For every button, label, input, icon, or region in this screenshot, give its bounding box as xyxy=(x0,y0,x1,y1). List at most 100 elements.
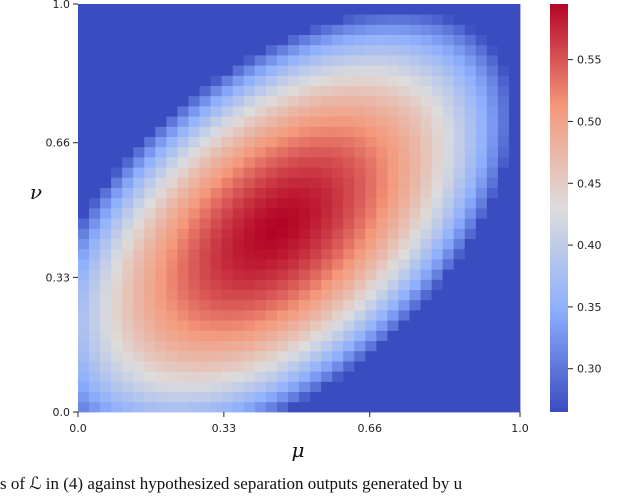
heatmap-cell xyxy=(221,55,234,66)
heatmap-cell xyxy=(111,126,123,137)
heatmap-cell xyxy=(133,24,145,35)
heatmap-cell xyxy=(133,228,145,239)
heatmap-cell xyxy=(210,299,223,311)
heatmap-cell xyxy=(453,106,466,117)
heatmap-cell xyxy=(199,259,211,270)
heatmap-cell xyxy=(299,401,311,413)
heatmap-cell xyxy=(221,310,234,321)
heatmap-cell xyxy=(78,85,90,97)
heatmap-cell xyxy=(276,279,289,290)
heatmap-cell xyxy=(210,14,223,25)
heatmap-cell xyxy=(100,299,112,311)
heatmap-cell xyxy=(144,187,156,199)
heatmap-cell xyxy=(365,208,377,219)
heatmap-cell xyxy=(210,259,223,270)
heatmap-cell xyxy=(464,289,477,301)
heatmap-cell xyxy=(144,106,156,117)
heatmap-cell xyxy=(210,177,223,188)
heatmap-cell xyxy=(464,269,477,280)
heatmap-cell xyxy=(420,44,432,56)
heatmap-cell xyxy=(332,44,344,56)
heatmap-cell xyxy=(188,269,200,280)
heatmap-cell xyxy=(287,269,300,280)
heatmap-cell xyxy=(376,177,388,188)
heatmap-cell xyxy=(221,330,234,341)
heatmap-cell xyxy=(508,279,521,290)
heatmap-cell xyxy=(265,218,278,229)
heatmap-cell xyxy=(111,197,123,209)
heatmap-cell xyxy=(464,330,477,341)
heatmap-cell xyxy=(332,228,344,239)
heatmap-cell xyxy=(420,146,432,158)
heatmap-cell xyxy=(254,85,267,97)
heatmap-cell xyxy=(365,44,377,56)
heatmap-cell xyxy=(442,106,455,117)
heatmap-cell xyxy=(299,187,311,199)
heatmap-cell xyxy=(100,116,112,127)
heatmap-cell xyxy=(276,371,289,382)
heatmap-cell xyxy=(166,136,178,148)
heatmap-cell xyxy=(299,14,311,25)
heatmap-cell xyxy=(254,391,267,403)
heatmap-cell xyxy=(122,350,134,362)
heatmap-cell xyxy=(133,167,145,178)
heatmap-cell xyxy=(100,330,112,341)
heatmap-cell xyxy=(398,279,410,290)
heatmap-cell xyxy=(100,228,112,239)
heatmap-cell xyxy=(332,177,344,188)
heatmap-cell xyxy=(365,361,377,372)
heatmap-cell xyxy=(243,126,256,137)
heatmap-cell xyxy=(310,310,322,321)
heatmap-cell xyxy=(221,401,234,413)
heatmap-cell xyxy=(365,116,377,127)
heatmap-cell xyxy=(133,116,145,127)
heatmap-cell xyxy=(276,4,289,15)
heatmap-cell xyxy=(199,14,211,25)
heatmap-cell xyxy=(453,187,466,199)
heatmap-cell xyxy=(310,95,322,107)
heatmap-cell xyxy=(199,391,211,403)
heatmap-cell xyxy=(177,269,189,280)
heatmap-cell xyxy=(232,299,245,311)
heatmap-cell xyxy=(343,269,355,280)
heatmap-cell xyxy=(89,136,101,148)
heatmap-cell xyxy=(265,95,278,107)
heatmap-cell xyxy=(89,279,101,290)
heatmap-cell xyxy=(321,85,333,97)
heatmap-cell xyxy=(177,391,189,403)
heatmap-cell xyxy=(299,44,311,56)
heatmap-cell xyxy=(188,371,200,382)
heatmap-cell xyxy=(89,350,101,362)
heatmap-cell xyxy=(354,381,366,392)
heatmap-cell xyxy=(122,248,134,260)
heatmap-cell xyxy=(100,136,112,148)
heatmap-cell xyxy=(497,259,510,270)
heatmap-cell xyxy=(453,371,466,382)
heatmap-cell xyxy=(310,401,322,413)
heatmap-cell xyxy=(188,381,200,392)
heatmap-cell xyxy=(475,238,488,250)
heatmap-cell xyxy=(177,401,189,413)
heatmap-cell xyxy=(431,330,444,341)
heatmap-cell xyxy=(376,340,388,352)
heatmap-cell xyxy=(100,95,112,107)
heatmap-cell xyxy=(409,320,421,331)
heatmap-cell xyxy=(365,279,377,290)
heatmap-cell xyxy=(133,289,145,301)
heatmap-cell xyxy=(409,85,421,97)
heatmap-cell xyxy=(89,44,101,56)
heatmap-cell xyxy=(100,34,112,46)
heatmap-cell xyxy=(321,218,333,229)
heatmap-cell xyxy=(78,44,90,56)
heatmap-cell xyxy=(232,391,245,403)
heatmap-cell xyxy=(177,136,189,148)
heatmap-cell xyxy=(100,238,112,250)
heatmap-cell xyxy=(155,157,167,168)
heatmap-cell xyxy=(210,126,223,137)
heatmap-cell xyxy=(166,269,178,280)
heatmap-cell xyxy=(144,95,156,107)
heatmap-cell xyxy=(409,361,421,372)
heatmap-cell xyxy=(497,177,510,188)
heatmap-cell xyxy=(420,116,432,127)
heatmap-cell xyxy=(122,259,134,270)
